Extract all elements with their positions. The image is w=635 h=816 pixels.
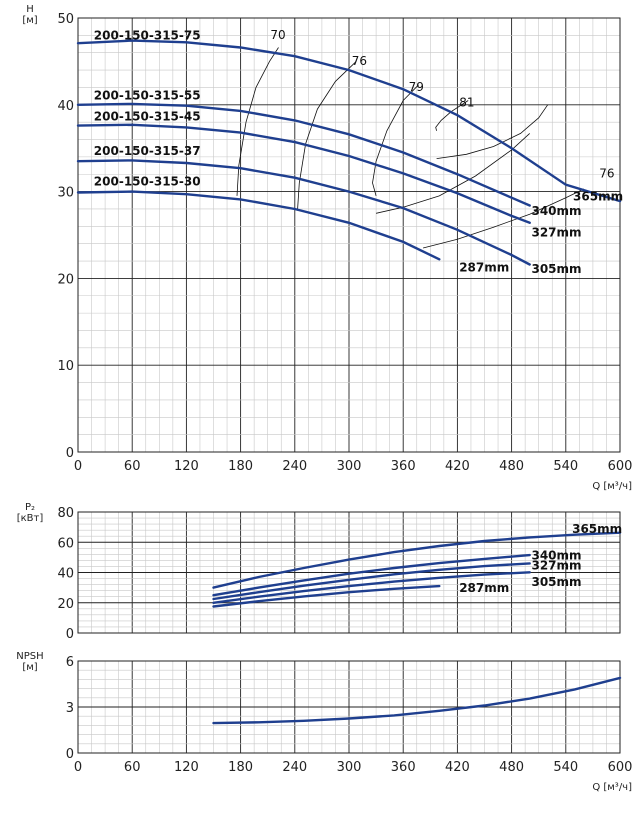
series-line-287mm <box>212 584 441 608</box>
efficiency-line <box>435 100 469 131</box>
efficiency-line <box>297 61 357 211</box>
x-tick-label: 480 <box>499 459 524 474</box>
y-axis-label-line: H <box>26 4 34 15</box>
head-frame <box>77 17 621 453</box>
efficiency-line <box>376 133 530 214</box>
series-label: 365mm <box>573 189 623 203</box>
x-tick-label: 300 <box>337 760 362 775</box>
y-tick-label: 40 <box>57 567 74 582</box>
x-tick-label: 240 <box>282 760 307 775</box>
y-tick-label: 50 <box>57 12 74 27</box>
series-line-340mm <box>212 553 531 597</box>
y-tick-label: 0 <box>66 446 74 461</box>
series-label: 327mm <box>531 226 581 240</box>
x-tick-label: 360 <box>391 459 416 474</box>
curve-model-label: 200-150-315-45 <box>94 109 201 123</box>
x-tick-label: 60 <box>124 459 141 474</box>
curve-model-label: 200-150-315-55 <box>94 89 201 103</box>
series-line-npsh <box>212 676 622 725</box>
x-tick-label: 300 <box>337 459 362 474</box>
x-tick-label: 180 <box>228 459 253 474</box>
series-label: 287mm <box>459 260 509 274</box>
y-tick-label: 40 <box>57 99 74 114</box>
series-label: 287mm <box>459 581 509 595</box>
x-tick-label: 420 <box>445 760 470 775</box>
y-axis-label-line: P₂ <box>25 502 35 513</box>
efficiency-label: 79 <box>409 80 424 94</box>
series-label: 340mm <box>531 204 581 218</box>
x-tick-label: 120 <box>174 760 199 775</box>
y-tick-label: 30 <box>57 186 74 201</box>
y-tick-label: 10 <box>57 359 74 374</box>
x-tick-label: 120 <box>174 459 199 474</box>
series-line-365mm <box>212 531 622 589</box>
x-tick-label: 0 <box>74 760 82 775</box>
x-tick-label: 240 <box>282 459 307 474</box>
x-axis-label: Q [м³/ч] <box>592 481 632 492</box>
series-label: 327mm <box>531 558 581 572</box>
curve-model-label: 200-150-315-75 <box>94 29 201 43</box>
y-axis-label-line: [м] <box>22 662 37 673</box>
series-line-305mm <box>212 571 531 604</box>
y-axis-label-line: NPSH <box>16 651 43 662</box>
y-tick-label: 80 <box>57 506 74 521</box>
series-line-365mm <box>76 39 622 203</box>
npsh-y-axis-label: NPSH[м] <box>16 651 43 673</box>
efficiency-line <box>236 47 279 196</box>
head-panel: 0 10 20 30 40 50 0 60 120 180 240 300 360 420 480 540 60… <box>22 4 632 492</box>
series-label: 305mm <box>531 575 581 589</box>
npsh-grid <box>77 660 621 754</box>
efficiency-line <box>436 104 549 159</box>
y-tick-label: 0 <box>66 747 74 762</box>
x-tick-label: 600 <box>608 760 633 775</box>
x-tick-label: 180 <box>228 760 253 775</box>
x-tick-label: 540 <box>553 760 578 775</box>
series-line-305mm <box>76 159 531 266</box>
series-line-327mm <box>212 562 531 601</box>
curve-model-label: 200-150-315-37 <box>94 144 201 158</box>
head-grid <box>77 17 621 453</box>
efficiency-line <box>372 84 419 197</box>
efficiency-label: 81 <box>459 96 474 110</box>
x-tick-label: 360 <box>391 760 416 775</box>
power-frame <box>77 511 621 634</box>
curve-model-label: 200-150-315-30 <box>94 175 201 189</box>
y-tick-label: 6 <box>66 655 74 670</box>
x-tick-label: 600 <box>608 459 633 474</box>
series-line-287mm <box>76 190 441 261</box>
y-tick-label: 60 <box>57 536 74 551</box>
efficiency-label: 76 <box>599 167 614 181</box>
y-tick-label: 0 <box>66 627 74 642</box>
series-line-340mm <box>76 102 531 207</box>
efficiency-label: 70 <box>270 28 285 42</box>
y-axis-label-line: [м] <box>22 15 37 26</box>
efficiency-label: 76 <box>352 54 367 68</box>
y-tick-label: 20 <box>57 597 74 612</box>
x-tick-label: 0 <box>74 459 82 474</box>
npsh-frame <box>77 660 621 754</box>
y-tick-label: 3 <box>66 701 74 716</box>
y-axis-label-line: [кВт] <box>17 513 44 524</box>
x-tick-label: 540 <box>553 459 578 474</box>
series-label: 365mm <box>572 522 622 536</box>
x-axis-label: Q [м³/ч] <box>592 782 632 793</box>
y-tick-label: 20 <box>57 272 74 287</box>
x-tick-label: 480 <box>499 760 524 775</box>
x-tick-label: 420 <box>445 459 470 474</box>
power-y-axis-label: P₂[кВт] <box>17 502 44 524</box>
head-y-axis-label: H[м] <box>22 4 37 26</box>
series-label: 305mm <box>531 262 581 276</box>
efficiency-line <box>423 188 585 249</box>
series-line-327mm <box>76 123 531 224</box>
series-label: 340mm <box>531 549 581 563</box>
x-tick-label: 60 <box>124 760 141 775</box>
